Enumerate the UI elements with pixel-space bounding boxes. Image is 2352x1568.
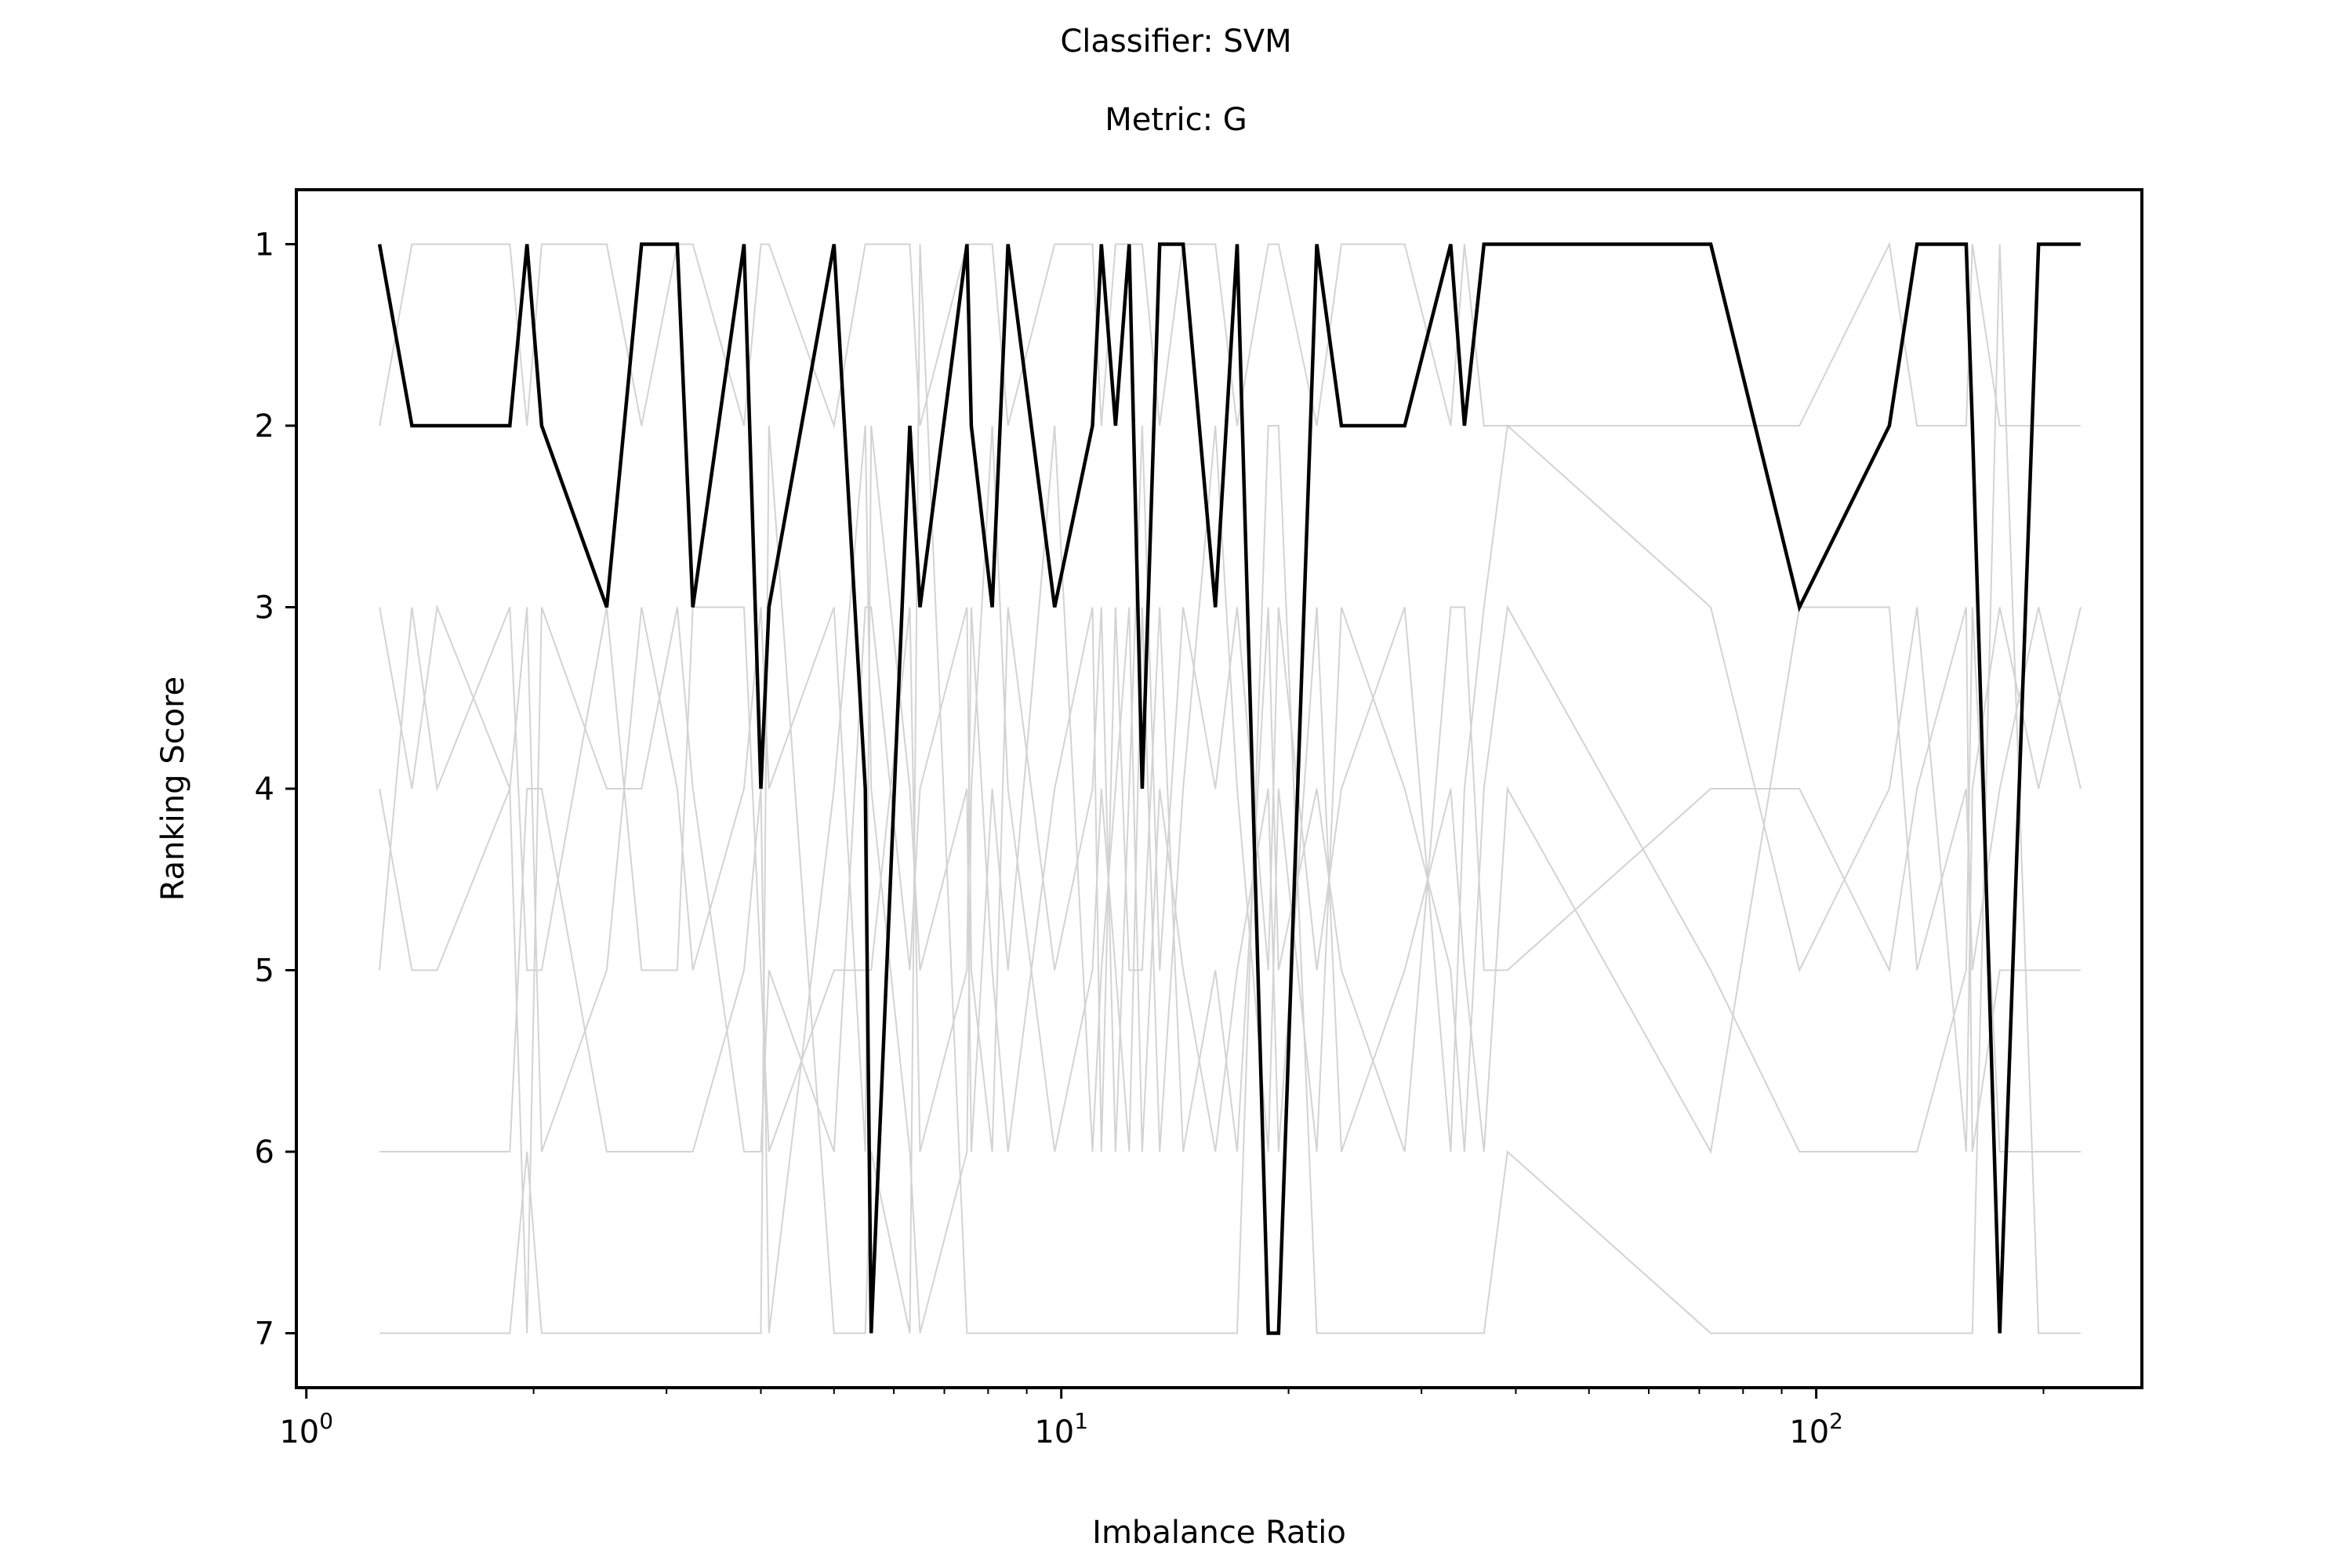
x-axis-label: Imbalance Ratio xyxy=(1092,1515,1346,1551)
chart-title: Classifier: SVM xyxy=(1060,24,1292,60)
background-series-group xyxy=(379,241,2082,1334)
y-tick-label: 1 xyxy=(255,227,274,263)
x-tick-label: 102 xyxy=(1789,1408,1843,1450)
y-tick-label: 3 xyxy=(255,590,274,626)
highlight-series-group xyxy=(377,242,2081,1335)
x-axis: 100 101 102 xyxy=(279,1388,2045,1450)
y-tick-label: 4 xyxy=(255,771,274,808)
series-line-background-2 xyxy=(379,423,2082,1334)
series-line-highlight xyxy=(377,242,2081,1335)
x-tick-label: 100 xyxy=(279,1408,333,1450)
y-tick-label: 2 xyxy=(255,408,274,445)
chart-subtitle: Metric: G xyxy=(1105,102,1247,138)
y-tick-label: 6 xyxy=(255,1134,274,1171)
y-tick-label: 7 xyxy=(255,1316,274,1352)
y-axis: 1 2 3 4 5 6 7 xyxy=(255,227,296,1352)
series-line-background-5 xyxy=(379,425,2081,1334)
y-tick-label: 5 xyxy=(255,953,274,989)
y-axis-label: Ranking Score xyxy=(155,677,191,902)
plot-area-frame xyxy=(295,188,2143,1389)
series-line-background-6 xyxy=(379,244,2081,1334)
x-tick-label: 101 xyxy=(1034,1408,1088,1450)
series-line-background-4 xyxy=(379,606,2081,1152)
